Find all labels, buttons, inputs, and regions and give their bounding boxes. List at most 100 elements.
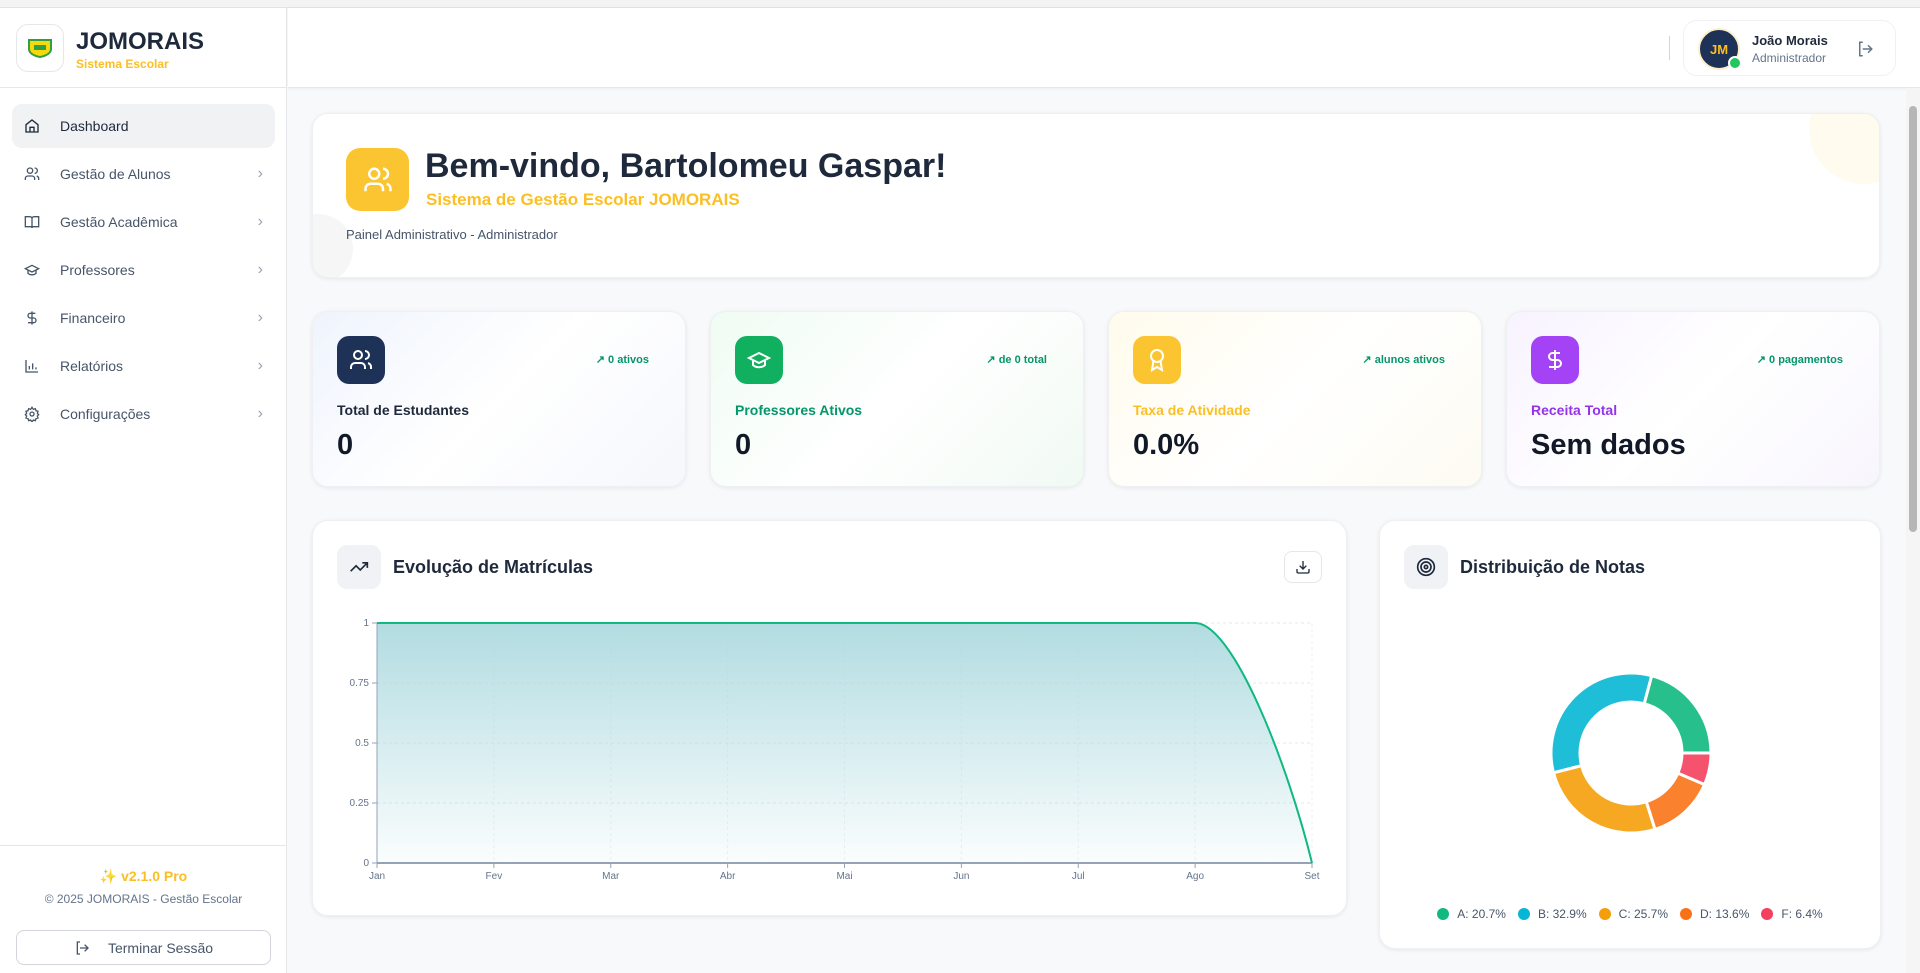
gear-icon [24, 406, 40, 422]
donut-slice-c [1551, 763, 1657, 835]
sidebar-item-professores[interactable]: Professores › [12, 248, 275, 292]
logout-button[interactable]: Terminar Sessão [16, 930, 271, 965]
top-header: JM João Morais Administrador [288, 8, 1920, 88]
users-icon [337, 336, 385, 384]
legend-label: C: 25.7% [1618, 907, 1669, 921]
user-menu[interactable]: JM João Morais Administrador [1683, 20, 1896, 76]
scrollbar-thumb[interactable] [1909, 106, 1917, 532]
graduation-cap-icon [24, 264, 40, 276]
legend-item[interactable]: F: 6.4% [1761, 907, 1823, 921]
user-name: João Morais [1752, 33, 1828, 48]
copyright: © 2025 JOMORAIS - Gestão Escolar [44, 892, 243, 906]
sidebar-item-label: Professores [60, 262, 135, 278]
page-scrollbar[interactable] [1906, 88, 1920, 973]
download-button[interactable] [1284, 551, 1322, 583]
legend-item[interactable]: B: 32.9% [1517, 907, 1587, 921]
users-icon [24, 167, 40, 180]
grades-chart-card: Distribuição de Notas A: 20.7% B: 32.9% … [1379, 520, 1881, 949]
sidebar-footer: ✨ v2.1.0 Pro © 2025 JOMORAIS - Gestão Es… [0, 845, 287, 973]
sidebar-item-relatorios[interactable]: Relatórios › [12, 344, 275, 388]
legend-item[interactable]: C: 25.7% [1598, 907, 1669, 921]
version-label: ✨ v2.1.0 Pro [0, 868, 287, 885]
enrollment-chart-card: Evolução de Matrículas 0 0.25 0.5 0.75 1 Jan F… [312, 520, 1347, 916]
series-line [377, 622, 1313, 864]
legend-item[interactable]: D: 13.6% [1680, 907, 1749, 921]
trending-up-icon: ↗ [1362, 354, 1375, 366]
trending-up-icon [337, 545, 381, 589]
area-fill [377, 623, 1312, 863]
trending-up-icon: ↗ [1756, 354, 1770, 366]
legend-dot [1680, 908, 1693, 920]
header-divider [1669, 36, 1670, 60]
school-logo[interactable] [16, 24, 64, 72]
x-tick-label: Jan [369, 871, 385, 882]
download-icon [1296, 561, 1310, 574]
y-tick-label: 0.25 [350, 798, 370, 809]
logout-icon[interactable] [1856, 40, 1874, 58]
chevron-right-icon: › [257, 309, 263, 326]
sidebar-item-label: Gestão Acadêmica [60, 214, 178, 230]
legend-label: A: 20.7% [1457, 907, 1506, 921]
chevron-right-icon: › [257, 165, 263, 182]
sidebar: JOMORAIS Sistema Escolar Dashboard Gestã… [0, 8, 287, 973]
legend-item[interactable]: A: 20.7% [1437, 907, 1506, 921]
sidebar-item-financeiro[interactable]: Financeiro › [12, 296, 275, 340]
welcome-card: Bem-vindo, Bartolomeu Gaspar! Sistema de… [312, 113, 1880, 278]
y-tick-label: 1 [363, 618, 369, 629]
decoration [313, 214, 353, 277]
avatar: JM [1698, 28, 1740, 70]
x-tick-label: Jun [953, 871, 969, 882]
user-role: Administrador [1752, 51, 1827, 65]
stat-label: Receita Total [1531, 402, 1618, 418]
x-tick-label: Ago [1186, 871, 1204, 882]
badge-text: alunos ativos [1374, 354, 1445, 366]
chart-title: Distribuição de Notas [1460, 557, 1646, 577]
chevron-right-icon: › [257, 261, 263, 278]
sidebar-item-academica[interactable]: Gestão Acadêmica › [12, 200, 275, 244]
stat-card-estudantes[interactable]: ↗ 0 ativos Total de Estudantes 0 [312, 311, 686, 487]
chart-title: Evolução de Matrículas [393, 557, 594, 577]
logo-area: JOMORAIS Sistema Escolar [0, 8, 286, 88]
sidebar-item-configuracoes[interactable]: Configurações › [12, 392, 275, 436]
trend-badge: ↗ de 0 total [986, 353, 1047, 366]
stat-value: 0.0% [1133, 429, 1200, 461]
stat-value: Sem dados [1531, 429, 1686, 461]
x-tick-label: Mai [836, 871, 852, 882]
home-icon [25, 119, 39, 133]
sidebar-item-label: Configurações [60, 406, 151, 422]
badge-text: 0 ativos [608, 354, 649, 366]
sidebar-item-dashboard[interactable]: Dashboard [12, 104, 275, 148]
sidebar-nav: Dashboard Gestão de Alunos › Gestão Acadê… [12, 104, 275, 440]
chevron-right-icon: › [257, 213, 263, 230]
stat-label: Taxa de Atividade [1133, 402, 1251, 418]
grades-donut-chart [1549, 671, 1713, 835]
welcome-subtitle: Sistema de Gestão Escolar JOMORAIS [426, 190, 740, 209]
award-icon [1133, 336, 1181, 384]
donut-slice-b [1549, 671, 1654, 775]
version-text: v2.1.0 Pro [121, 868, 188, 884]
donut-slice-a [1642, 673, 1713, 755]
badge-text: 0 pagamentos [1769, 354, 1843, 366]
sidebar-item-label: Financeiro [60, 310, 126, 326]
stat-value: 0 [735, 429, 752, 461]
target-icon [1404, 545, 1448, 589]
badge-text: de 0 total [998, 354, 1047, 366]
panel-label: Painel Administrativo - Administrador [346, 227, 558, 242]
x-tick-label: Set [1304, 871, 1319, 882]
legend-dot [1598, 908, 1611, 920]
bar-chart-icon [25, 360, 38, 373]
chevron-right-icon: › [257, 357, 263, 374]
x-tick-label: Fev [486, 871, 503, 882]
enrollment-area-chart: 0 0.25 0.5 0.75 1 Jan Fev Mar Abr Mai Jun Jul Ago Set [350, 618, 1320, 882]
stat-card-atividade[interactable]: ↗ alunos ativos Taxa de Atividade 0.0% [1108, 311, 1482, 487]
stat-label: Professores Ativos [735, 402, 863, 418]
sidebar-item-label: Dashboard [60, 118, 129, 134]
sidebar-item-alunos[interactable]: Gestão de Alunos › [12, 152, 275, 196]
trending-up-icon: ↗ [595, 354, 609, 366]
book-icon [24, 216, 40, 229]
stat-card-receita[interactable]: ↗ 0 pagamentos Receita Total Sem dados [1506, 311, 1880, 487]
stat-card-professores[interactable]: ↗ de 0 total Professores Ativos 0 [710, 311, 1084, 487]
legend-label: D: 13.6% [1700, 907, 1750, 921]
browser-strip [0, 0, 1920, 8]
legend-dot [1517, 908, 1530, 920]
